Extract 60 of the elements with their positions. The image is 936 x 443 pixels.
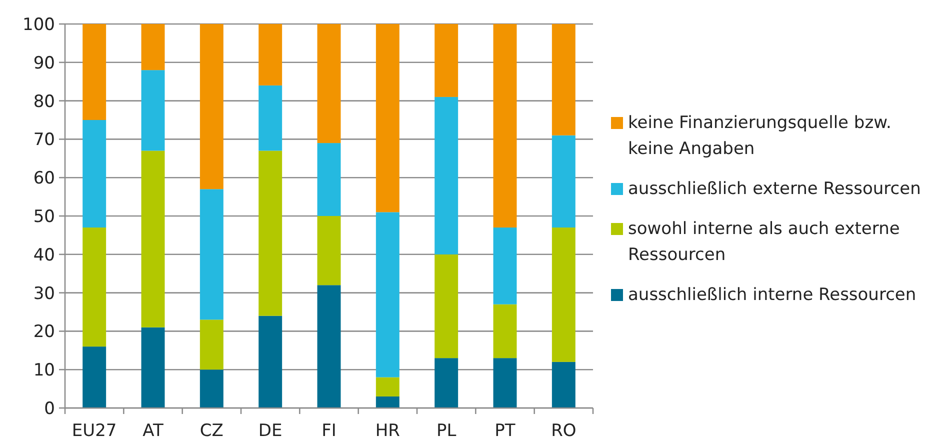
bar — [493, 304, 517, 358]
bar — [141, 150, 165, 328]
x-tick-label: EU27 — [72, 421, 117, 441]
bar — [434, 24, 458, 97]
bar — [493, 228, 517, 304]
y-tick-label: 20 — [33, 322, 55, 342]
bar — [434, 358, 458, 408]
bar — [376, 377, 400, 396]
bar — [258, 85, 282, 151]
bar — [82, 228, 106, 347]
bar — [258, 24, 282, 86]
bar — [376, 24, 400, 212]
x-tick-label: AT — [142, 421, 164, 441]
legend-label: ausschließlich interne Ressourcen — [628, 285, 916, 305]
legend-label: sowohl interne als auch externe Ressourcen — [628, 219, 900, 265]
bar — [317, 143, 341, 216]
bar — [82, 120, 106, 228]
bar — [552, 362, 576, 408]
bar — [317, 24, 341, 144]
bar — [552, 24, 576, 136]
x-tick-label: HR — [375, 421, 400, 441]
x-tick-label: FI — [322, 421, 336, 441]
y-tick-label: 50 — [33, 206, 55, 227]
y-tick-label: 70 — [33, 130, 55, 150]
x-tick-label: PL — [436, 421, 457, 441]
bar — [200, 320, 224, 370]
y-tick-label: 100 — [22, 14, 55, 35]
bar — [200, 189, 224, 320]
bar — [552, 228, 576, 362]
y-tick-label: 60 — [33, 168, 55, 189]
x-tick-label: CZ — [200, 421, 224, 441]
bar — [317, 285, 341, 408]
bar — [376, 212, 400, 378]
bar — [493, 24, 517, 228]
bar — [434, 254, 458, 358]
bar — [200, 370, 224, 408]
x-tick-label: PT — [494, 421, 516, 441]
y-tick-label: 90 — [33, 53, 55, 74]
bar — [258, 150, 282, 316]
y-tick-label: 30 — [33, 284, 55, 304]
bar — [141, 70, 165, 151]
bar — [552, 135, 576, 228]
y-tick-label: 80 — [33, 92, 55, 112]
bar — [200, 24, 224, 190]
bar — [82, 346, 106, 408]
bar — [434, 96, 458, 254]
bar — [141, 327, 165, 408]
y-tick-label: 0 — [44, 398, 55, 419]
bar — [141, 24, 165, 70]
bar — [376, 396, 400, 408]
bar — [493, 358, 517, 408]
bar — [258, 316, 282, 408]
y-tick-label: 40 — [33, 245, 55, 266]
legend-label: keine Finanzierungsquelle bzw. keine Angaben — [628, 113, 892, 159]
legend-label: ausschließlich externe Ressourcen — [628, 179, 921, 199]
y-tick-label: 10 — [33, 360, 55, 381]
bar — [317, 216, 341, 286]
x-tick-label: RO — [551, 421, 576, 441]
x-tick-label: DE — [258, 421, 282, 441]
bar — [82, 24, 106, 120]
